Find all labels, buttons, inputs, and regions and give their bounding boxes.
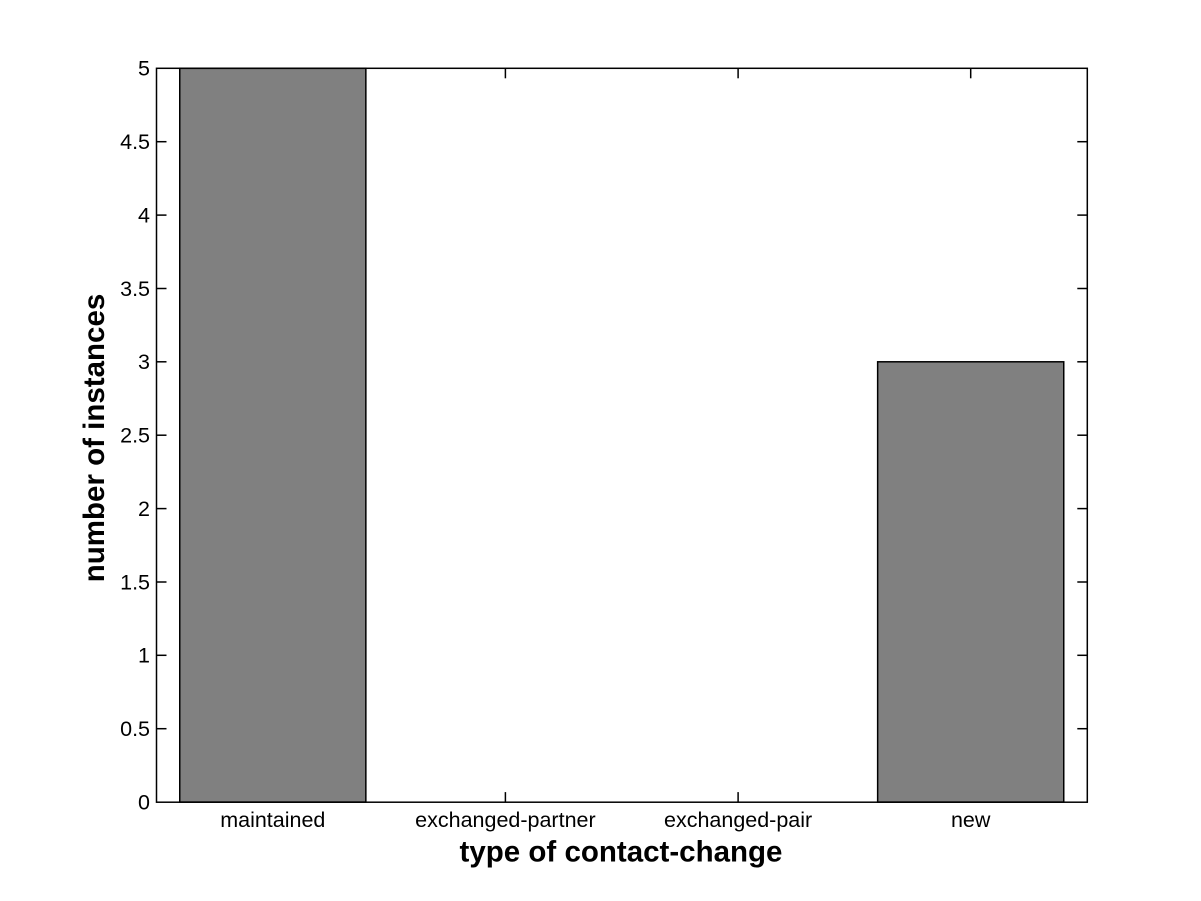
svg-text:0.5: 0.5 bbox=[120, 717, 150, 741]
svg-text:2: 2 bbox=[138, 497, 150, 521]
svg-text:3: 3 bbox=[138, 350, 150, 374]
svg-text:0: 0 bbox=[138, 791, 150, 815]
svg-text:maintained: maintained bbox=[220, 808, 325, 832]
svg-text:5: 5 bbox=[138, 57, 150, 81]
svg-text:4.5: 4.5 bbox=[120, 130, 150, 154]
svg-text:exchanged-pair: exchanged-pair bbox=[664, 808, 812, 832]
svg-text:new: new bbox=[951, 808, 991, 832]
svg-text:3.5: 3.5 bbox=[120, 277, 150, 301]
svg-text:4: 4 bbox=[138, 204, 150, 228]
svg-text:1.5: 1.5 bbox=[120, 570, 150, 594]
svg-text:2.5: 2.5 bbox=[120, 424, 150, 448]
svg-text:number of instances: number of instances bbox=[78, 294, 111, 583]
svg-text:type of contact-change: type of contact-change bbox=[460, 836, 783, 869]
svg-text:1: 1 bbox=[138, 644, 150, 668]
svg-text:exchanged-partner: exchanged-partner bbox=[415, 808, 595, 832]
